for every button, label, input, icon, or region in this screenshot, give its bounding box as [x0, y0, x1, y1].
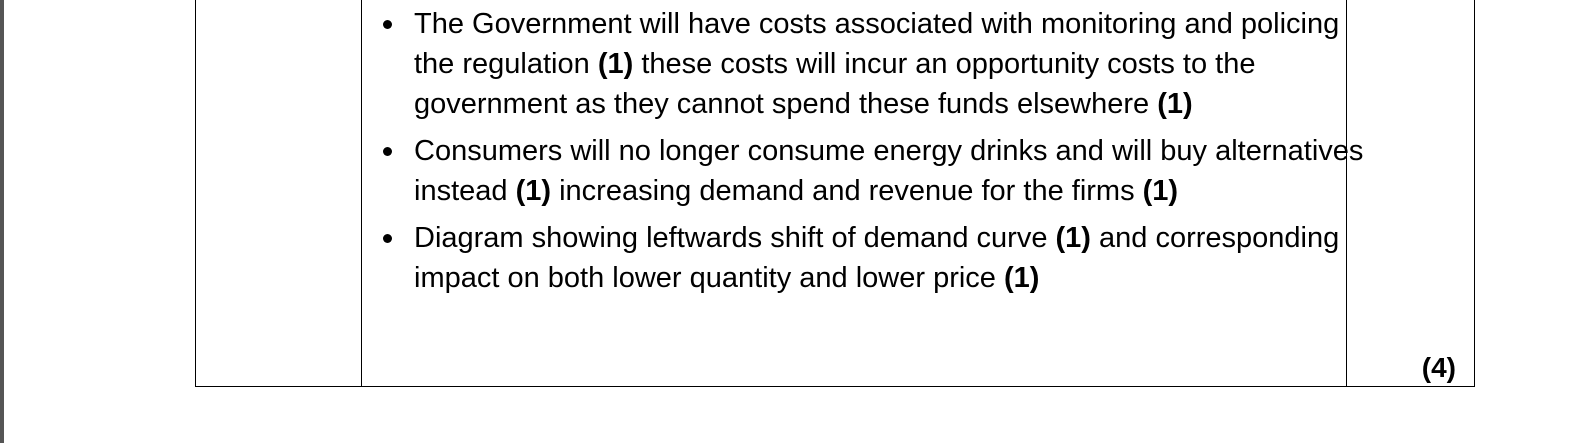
answer-text: The Government will have costs associate… — [414, 8, 1340, 80]
column-border — [361, 0, 362, 386]
answer-text: Consumers will no longer consume energy … — [414, 135, 1364, 207]
window-edge — [0, 0, 4, 443]
mark-award: (1) — [1157, 88, 1193, 120]
answer-point: Consumers will no longer consume energy … — [383, 131, 1364, 211]
mark-award: (1) — [597, 48, 634, 80]
answer-point: The Government will have costs associate… — [383, 4, 1364, 124]
answer-text: and corresponding impact on both lower q… — [414, 222, 1340, 294]
marks: (4) — [1421, 352, 1456, 383]
answer-point: Diagram showing leftwards shift of deman… — [383, 218, 1364, 298]
answer-text: increasing demand and revenue for the fi… — [551, 175, 1143, 207]
column-border — [1346, 0, 1347, 386]
mark-award: (1) — [1142, 175, 1179, 207]
answer-text: these costs will incur an opportunity co… — [414, 48, 1256, 120]
mark-award: (1) — [1055, 222, 1091, 254]
mark-award: (1) — [1003, 262, 1040, 294]
mark-award: (1) — [515, 175, 552, 207]
mark-scheme-table: The Government will have costs associate… — [195, 0, 1475, 387]
answer-list: The Government will have costs associate… — [366, 4, 1364, 305]
answer-text: Diagram showing leftwards shift of deman… — [414, 222, 1056, 254]
